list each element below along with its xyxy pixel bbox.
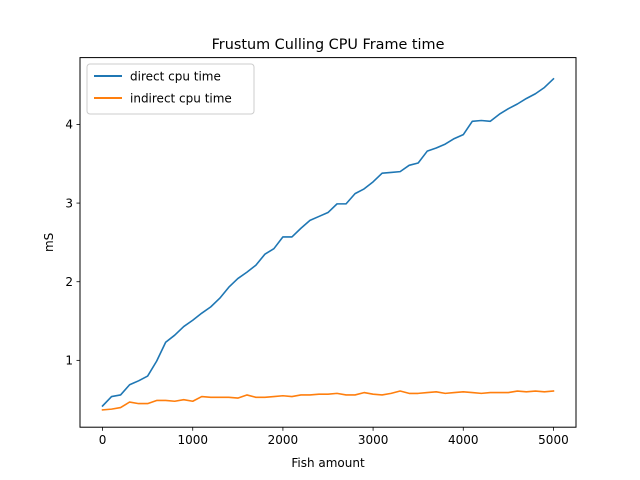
chart-title: Frustum Culling CPU Frame time [212, 37, 445, 53]
series-line-indirect [101, 390, 555, 411]
legend: direct cpu time indirect cpu time [86, 63, 255, 115]
axes-frame [79, 57, 577, 428]
y-tick-label: 2 [65, 275, 73, 289]
x-tick-label: 1000 [177, 433, 208, 447]
y-tick-label: 1 [65, 354, 73, 368]
x-tick-label: 0 [99, 433, 107, 447]
x-axis-label: Fish amount [291, 456, 365, 470]
series-lines [101, 77, 555, 411]
y-tick-label: 4 [65, 118, 73, 132]
x-tick-label: 3000 [358, 433, 389, 447]
x-axis-ticks: 0 1000 2000 3000 4000 5000 [99, 427, 569, 447]
plot-area: 0 1000 2000 3000 4000 5000 1 2 3 4 [65, 57, 577, 447]
x-tick-label: 5000 [538, 433, 569, 447]
legend-label-direct: direct cpu time [130, 70, 221, 84]
y-axis-label: mS [42, 233, 56, 252]
series-line-direct [101, 77, 555, 408]
y-axis-ticks: 1 2 3 4 [65, 118, 80, 368]
y-tick-label: 3 [65, 196, 73, 210]
legend-box [86, 63, 255, 115]
x-tick-label: 4000 [448, 433, 479, 447]
x-tick-label: 2000 [268, 433, 299, 447]
legend-label-indirect: indirect cpu time [130, 92, 232, 106]
